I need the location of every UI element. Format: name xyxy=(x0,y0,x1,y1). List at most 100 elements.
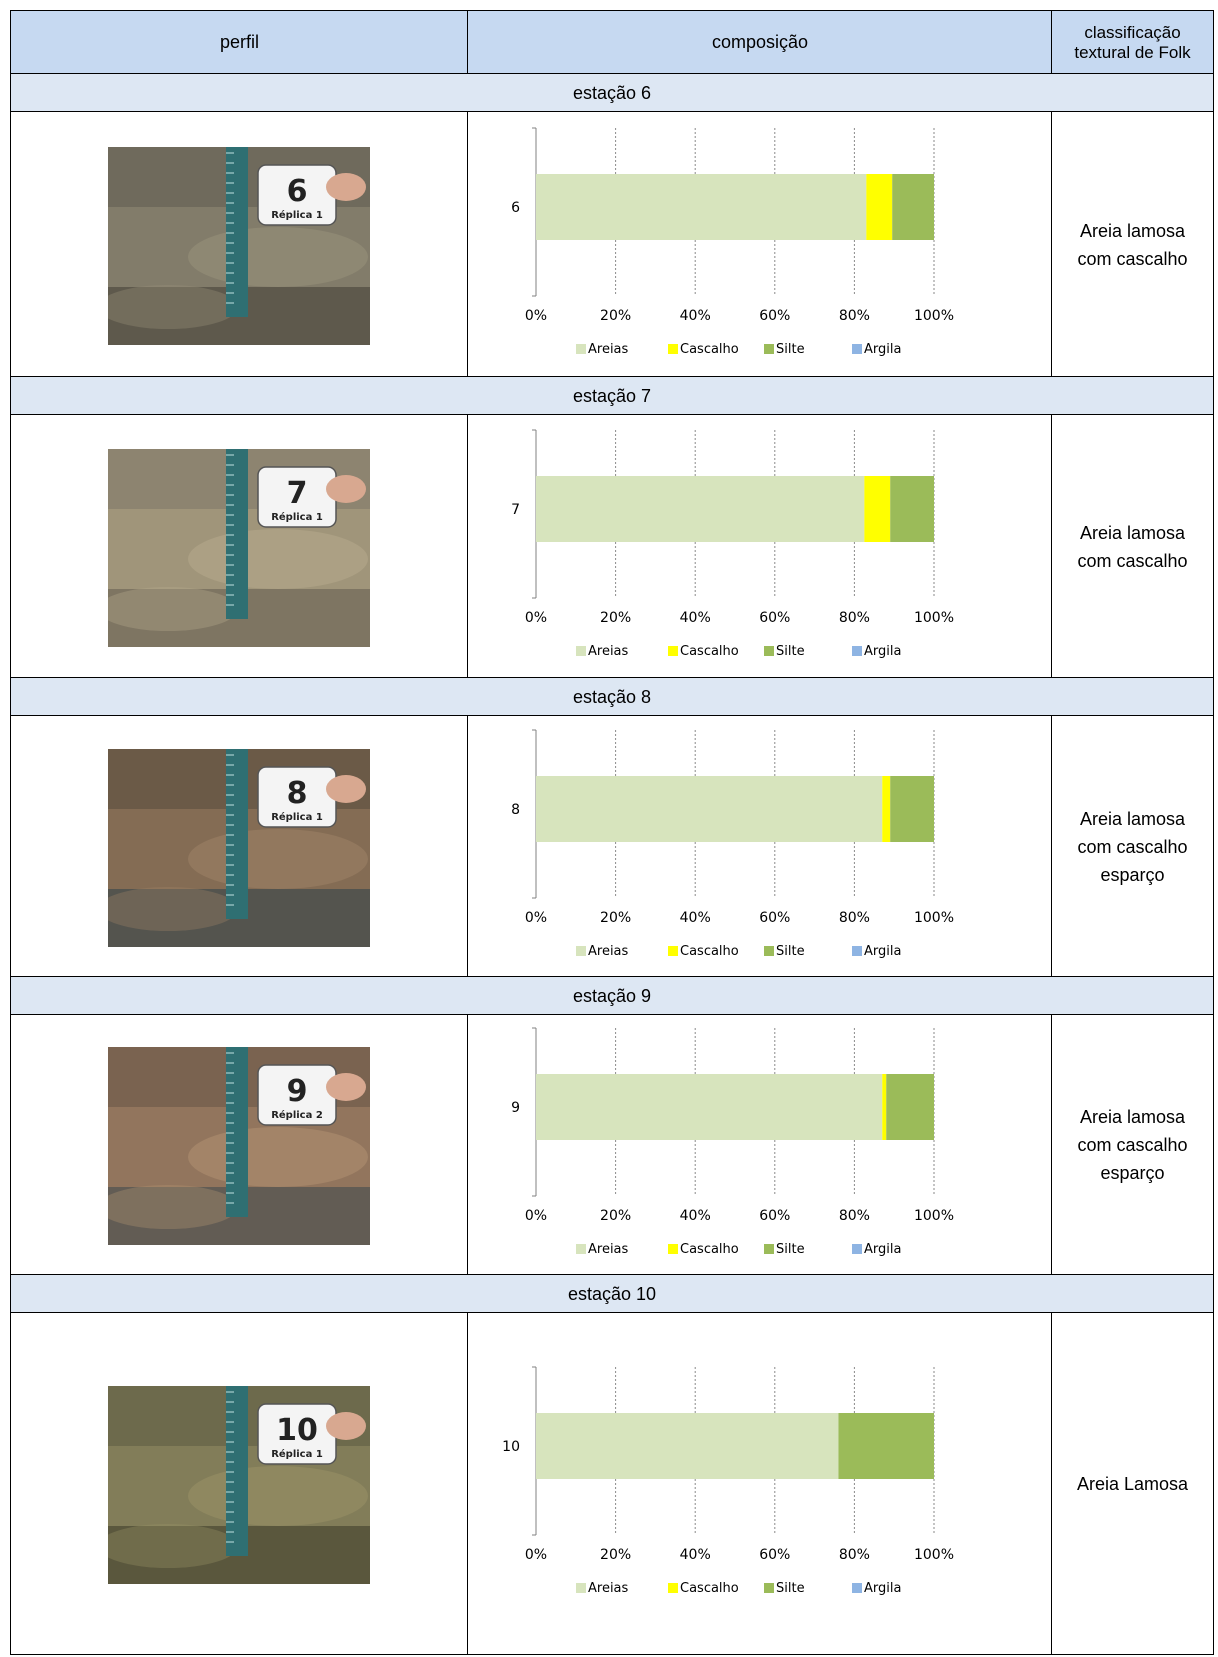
svg-text:7: 7 xyxy=(287,476,308,511)
svg-text:8: 8 xyxy=(287,776,308,811)
legend-swatch-areias xyxy=(576,344,586,354)
svg-text:6: 6 xyxy=(287,174,308,209)
svg-text:Réplica 1: Réplica 1 xyxy=(271,209,323,221)
legend-swatch-areias xyxy=(576,946,586,956)
legend-label-silte: Silte xyxy=(776,342,805,357)
station-label: estação 6 xyxy=(10,73,1214,113)
legend-swatch-argila xyxy=(852,946,862,956)
svg-text:Réplica 1: Réplica 1 xyxy=(271,811,323,823)
legend-swatch-areias xyxy=(576,1583,586,1593)
bar-segment-cascalho xyxy=(864,476,891,542)
legend-label-cascalho: Cascalho xyxy=(680,1242,739,1257)
folk-classification: Areia lamosa com cascalho esparço xyxy=(1051,715,1214,978)
svg-text:Réplica 1: Réplica 1 xyxy=(271,511,323,523)
bar-segment-areias xyxy=(536,1074,883,1140)
header-classificacao: classificação textural de Folk xyxy=(1051,10,1214,75)
profile-photo-cell: 10 Réplica 1 xyxy=(10,1312,469,1655)
composition-chart: 60% 20% 40% 60% 80% 100%Areias Cascalho Silte Ar… xyxy=(511,127,954,357)
legend-swatch-cascalho xyxy=(668,946,678,956)
sediment-table: perfil composição classificação textural… xyxy=(10,10,1214,1655)
x-tick-label: 100% xyxy=(914,910,954,926)
profile-photo-cell: 9 Réplica 2 xyxy=(10,1014,469,1276)
legend-label-cascalho: Cascalho xyxy=(680,944,739,959)
legend-label-argila: Argila xyxy=(864,342,901,357)
chart-wrapper: 9 0% 20% 40% 60% 80% 100% Areias Cascalho Silte Ar… xyxy=(468,1016,1008,1276)
legend-swatch-silte xyxy=(764,646,774,656)
composition-chart: 80% 20% 40% 60% 80% 100%Areias Cascalho Silte Ar… xyxy=(511,729,954,959)
header-composicao: composição xyxy=(467,10,1053,75)
composition-cell: 6 0% 20% 40% 60% 80% 100% Areias Cascalho Silte Ar… xyxy=(467,111,1053,378)
composition-cell: 9 0% 20% 40% 60% 80% 100% Areias Cascalho Silte Ar… xyxy=(467,1014,1053,1276)
x-tick-label: 0% xyxy=(525,308,547,324)
folk-classification: Areia Lamosa xyxy=(1051,1312,1214,1655)
x-tick-label: 20% xyxy=(600,1547,631,1563)
svg-text:10: 10 xyxy=(276,1413,318,1448)
legend-label-argila: Argila xyxy=(864,1242,901,1257)
x-tick-label: 60% xyxy=(759,610,790,626)
legend-swatch-argila xyxy=(852,646,862,656)
station-label: estação 10 xyxy=(10,1274,1214,1314)
hand-shape xyxy=(326,775,366,803)
bar-segment-areias xyxy=(536,1413,839,1479)
x-tick-label: 60% xyxy=(759,1208,790,1224)
folk-classification: Areia lamosa com cascalho xyxy=(1051,414,1214,679)
legend-label-silte: Silte xyxy=(776,644,805,659)
profile-photo: 7 Réplica 1 xyxy=(108,449,370,647)
bar-segment-silte xyxy=(886,1074,934,1140)
x-tick-label: 20% xyxy=(600,308,631,324)
bar-segment-silte xyxy=(890,476,934,542)
station-label: estação 7 xyxy=(10,376,1214,416)
x-tick-label: 80% xyxy=(839,610,870,626)
hand-shape xyxy=(326,1412,366,1440)
profile-photo-cell: 6 Réplica 1 xyxy=(10,111,469,378)
x-tick-label: 40% xyxy=(680,308,711,324)
hand-shape xyxy=(326,1073,366,1101)
x-tick-label: 60% xyxy=(759,1547,790,1563)
legend-label-argila: Argila xyxy=(864,944,901,959)
bar-segment-cascalho xyxy=(882,776,891,842)
legend-label-areias: Areias xyxy=(588,342,629,357)
station-section: estação 10 10 Réplica 1 10 0% 20% 40% 60% 80% 100… xyxy=(10,1274,1214,1655)
station-section: estação 9 9 Réplica 2 9 0% 20% 40% 60% 80% 100% Ar… xyxy=(10,976,1214,1276)
legend-swatch-argila xyxy=(852,1244,862,1254)
chart-wrapper: 7 0% 20% 40% 60% 80% 100% Areias Cascalho Silte Ar… xyxy=(468,418,1008,678)
x-tick-label: 80% xyxy=(839,308,870,324)
x-tick-label: 40% xyxy=(680,1208,711,1224)
profile-photo-cell: 8 Réplica 1 xyxy=(10,715,469,978)
profile-photo-cell: 7 Réplica 1 xyxy=(10,414,469,679)
category-label: 10 xyxy=(502,1439,520,1455)
bar-segment-silte xyxy=(892,174,934,240)
legend-swatch-cascalho xyxy=(668,1244,678,1254)
composition-chart: 9 0% 20% 40% 60% 80% 100% Areias Cascalho Silte Ar… xyxy=(511,1027,954,1257)
profile-photo: 9 Réplica 2 xyxy=(108,1047,370,1245)
profile-photo: 6 Réplica 1 xyxy=(108,147,370,345)
legend-swatch-silte xyxy=(764,946,774,956)
bar-segment-areias xyxy=(536,476,865,542)
svg-text:9: 9 xyxy=(287,1074,308,1109)
hand-shape xyxy=(326,173,366,201)
legend-swatch-cascalho xyxy=(668,344,678,354)
x-tick-label: 0% xyxy=(525,910,547,926)
legend-label-silte: Silte xyxy=(776,944,805,959)
chart-wrapper: 6 0% 20% 40% 60% 80% 100% Areias Cascalho Silte Ar… xyxy=(468,116,1008,376)
legend-label-areias: Areias xyxy=(588,1242,629,1257)
x-tick-label: 20% xyxy=(600,610,631,626)
legend-label-cascalho: Cascalho xyxy=(680,644,739,659)
header-classificacao-line2: textural de Folk xyxy=(1074,42,1191,62)
category-label: 7 xyxy=(511,502,520,518)
chart-wrapper: 10 0% 20% 40% 60% 80% 100% Areias Cascalho Silte A… xyxy=(468,1355,1008,1615)
profile-photo: 10 Réplica 1 xyxy=(108,1386,370,1584)
composition-cell: 7 0% 20% 40% 60% 80% 100% Areias Cascalho Silte Ar… xyxy=(467,414,1053,679)
profile-photo: 8 Réplica 1 xyxy=(108,749,370,947)
station-section: estação 7 7 Réplica 1 7 0% 20% 40% 60% 80% 100% Ar… xyxy=(10,376,1214,679)
station-section: estação 8 8 Réplica 1 8 0% 20% 40% 60% 80% 100% Ar… xyxy=(10,677,1214,978)
ruler-shape xyxy=(226,449,248,619)
legend-swatch-cascalho xyxy=(668,646,678,656)
x-tick-label: 60% xyxy=(759,910,790,926)
